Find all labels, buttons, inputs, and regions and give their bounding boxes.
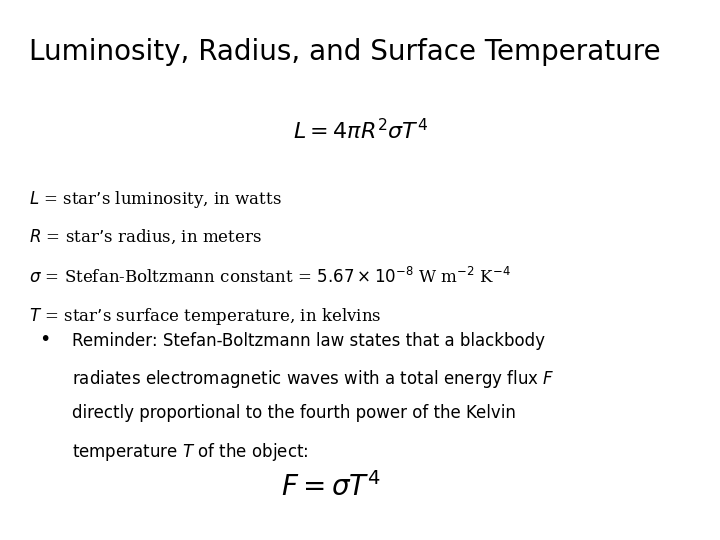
Text: $R$ = star’s radius, in meters: $R$ = star’s radius, in meters bbox=[29, 228, 261, 246]
Text: $\sigma$ = Stefan-Boltzmann constant = $5.67 \times 10^{-8}$ W m$^{-2}$ K$^{-4}$: $\sigma$ = Stefan-Boltzmann constant = $… bbox=[29, 267, 510, 287]
Text: $L$ = star’s luminosity, in watts: $L$ = star’s luminosity, in watts bbox=[29, 189, 282, 210]
Text: Luminosity, Radius, and Surface Temperature: Luminosity, Radius, and Surface Temperat… bbox=[29, 38, 660, 66]
Text: $F = \sigma T^4$: $F = \sigma T^4$ bbox=[282, 472, 381, 502]
Text: •: • bbox=[40, 330, 51, 349]
Text: $T$ = star’s surface temperature, in kelvins: $T$ = star’s surface temperature, in kel… bbox=[29, 306, 382, 327]
Text: $L = 4\pi R^2\sigma T^4$: $L = 4\pi R^2\sigma T^4$ bbox=[292, 119, 428, 144]
Text: directly proportional to the fourth power of the Kelvin: directly proportional to the fourth powe… bbox=[72, 404, 516, 422]
Text: temperature $T$ of the object:: temperature $T$ of the object: bbox=[72, 441, 308, 463]
Text: radiates electromagnetic waves with a total energy flux $F$: radiates electromagnetic waves with a to… bbox=[72, 368, 554, 390]
Text: Reminder: Stefan-Boltzmann law states that a blackbody: Reminder: Stefan-Boltzmann law states th… bbox=[72, 332, 545, 350]
